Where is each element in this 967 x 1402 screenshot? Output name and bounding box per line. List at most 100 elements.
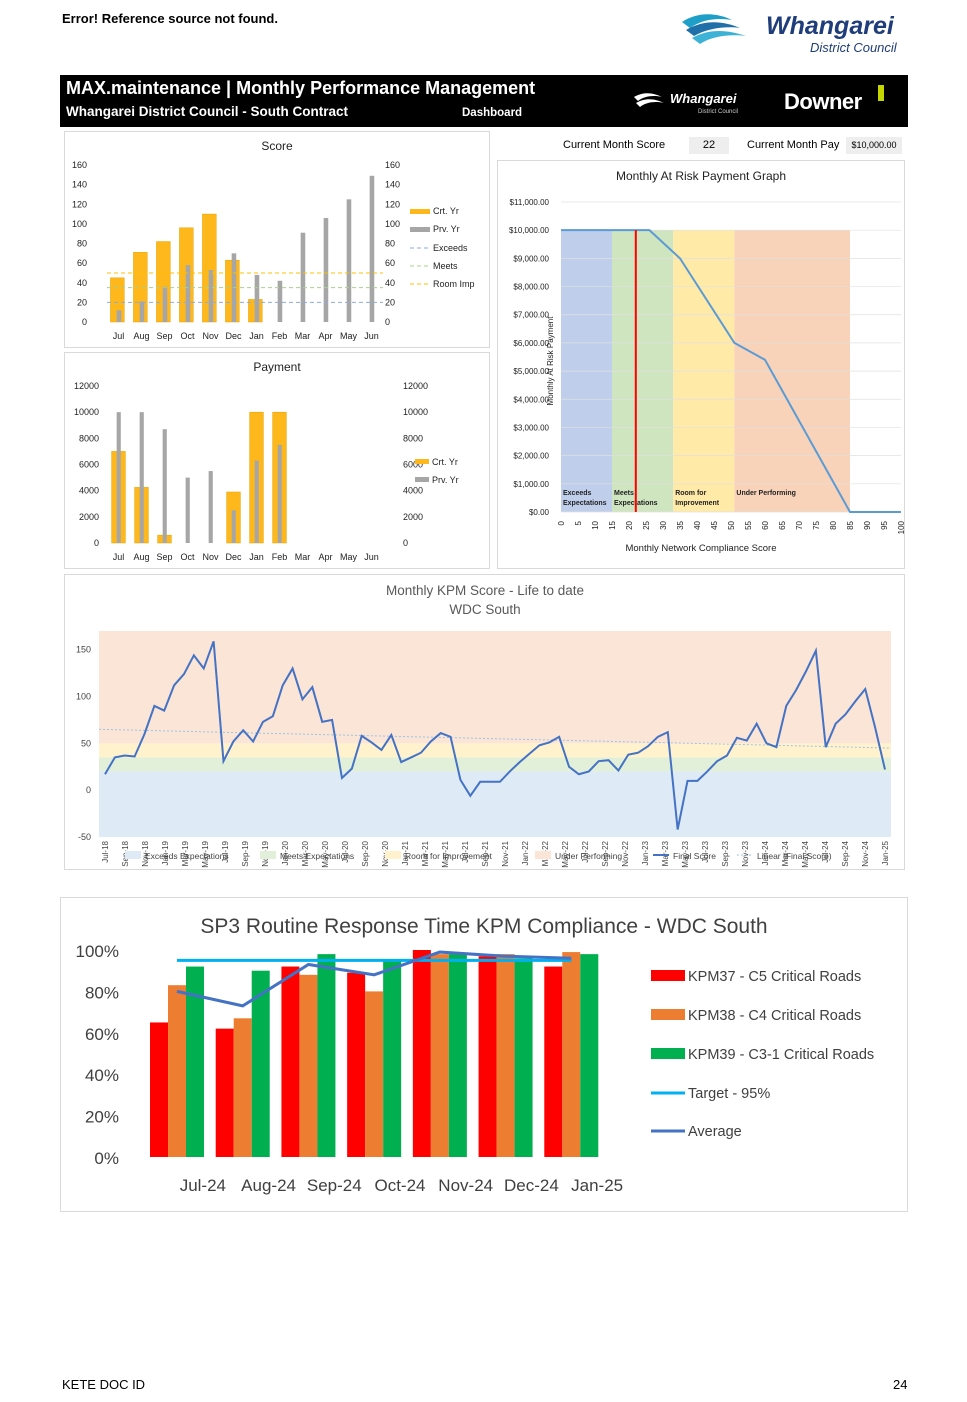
kpm-bar bbox=[514, 958, 533, 1157]
y-tick-label: -50 bbox=[78, 832, 91, 842]
average-line bbox=[176, 950, 572, 1008]
y2-tick-label: 100 bbox=[385, 219, 400, 229]
legend-swatch bbox=[651, 1048, 685, 1059]
council-logo: Whangarei District Council bbox=[680, 6, 920, 58]
y2-tick-label: 140 bbox=[385, 180, 400, 190]
x-tick-label: Nov bbox=[202, 331, 219, 341]
x-tick-label: May bbox=[340, 331, 358, 341]
x-tick-label: Dec bbox=[225, 331, 242, 341]
x-tick-label: Jul-24 bbox=[180, 1176, 226, 1195]
performance-band bbox=[99, 743, 891, 758]
x-tick-label: 10 bbox=[591, 520, 600, 529]
y-tick-label: $3,000.00 bbox=[513, 423, 549, 432]
chart-title: Payment bbox=[253, 360, 301, 374]
x-tick-label: 5 bbox=[574, 520, 583, 525]
y2-tick-label: 80 bbox=[385, 239, 395, 249]
x-tick-label: Dec-24 bbox=[504, 1176, 559, 1195]
y2-tick-label: 20 bbox=[385, 297, 395, 307]
zone-label: Improvement bbox=[675, 500, 720, 507]
x-tick-label: May-23 bbox=[681, 840, 690, 867]
x-tick-label: Jul-23 bbox=[701, 840, 710, 862]
x-tick-label: 55 bbox=[744, 520, 753, 529]
bar-previous-year bbox=[185, 265, 191, 322]
x-tick-label: 50 bbox=[727, 520, 736, 529]
x-tick-label: May-22 bbox=[561, 840, 570, 867]
y-tick-label: 160 bbox=[72, 160, 87, 170]
x-tick-label: May-20 bbox=[321, 840, 330, 867]
legend-swatch bbox=[415, 477, 429, 482]
x-tick-label: Sep-21 bbox=[481, 840, 490, 866]
kpm-bar bbox=[186, 966, 204, 1157]
payment-chart: Payment 0 0 2000 2000 4000 4000 6000 6000 8000 800… bbox=[74, 360, 459, 562]
y-tick-label: 20% bbox=[85, 1108, 119, 1127]
zone-label: Under Performing bbox=[736, 490, 796, 497]
x-tick-label: Jul-19 bbox=[221, 840, 230, 862]
x-tick-label: 65 bbox=[778, 520, 787, 529]
x-tick-label: Jan-21 bbox=[401, 840, 410, 865]
kpm-bar bbox=[233, 1018, 252, 1157]
y-tick-label: $9,000.00 bbox=[513, 254, 549, 263]
kpm-bar bbox=[317, 954, 336, 1157]
bar-previous-year bbox=[254, 274, 260, 322]
kpm-bar bbox=[562, 952, 581, 1157]
x-tick-label: Sep bbox=[156, 331, 172, 341]
x-tick-label: Jan-23 bbox=[641, 840, 650, 865]
x-tick-label: 25 bbox=[642, 520, 651, 529]
bar-previous-year bbox=[231, 510, 236, 543]
kpm-bar bbox=[365, 991, 384, 1157]
sp3-compliance-panel: SP3 Routine Response Time KPM Compliance… bbox=[60, 897, 908, 1212]
x-tick-label: Sep-24 bbox=[841, 840, 850, 866]
x-tick-label: Jun bbox=[364, 331, 379, 341]
y-tick-label: 10000 bbox=[74, 407, 99, 417]
legend-label: Crt. Yr bbox=[433, 206, 459, 216]
error-reference-text: Error! Reference source not found. bbox=[62, 11, 278, 26]
bar-previous-year bbox=[254, 460, 259, 543]
x-tick-label: Oct bbox=[180, 552, 195, 562]
bar-previous-year bbox=[185, 477, 190, 543]
banner-title: MAX.maintenance | Monthly Performance Ma… bbox=[66, 78, 536, 98]
x-tick-label: Jan-25 bbox=[571, 1176, 623, 1195]
kpm-bar bbox=[251, 970, 270, 1157]
y-tick-label: 120 bbox=[72, 199, 87, 209]
y-tick-label: 0 bbox=[86, 785, 91, 795]
dashboard-banner: MAX.maintenance | Monthly Performance Ma… bbox=[60, 75, 908, 127]
x-tick-label: Mar-24 bbox=[781, 840, 790, 866]
y-tick-label: 20 bbox=[77, 297, 87, 307]
y-tick-label: 40% bbox=[85, 1066, 119, 1085]
y-tick-label: 100% bbox=[76, 942, 119, 961]
y2-tick-label: 40 bbox=[385, 278, 395, 288]
y2-tick-label: 10000 bbox=[403, 407, 428, 417]
legend-swatch bbox=[410, 227, 430, 232]
performance-band bbox=[99, 631, 891, 744]
y-tick-label: $8,000.00 bbox=[513, 283, 549, 292]
x-tick-label: 60 bbox=[761, 520, 770, 529]
x-tick-label: Aug bbox=[133, 552, 149, 562]
x-tick-label: Jan-22 bbox=[521, 840, 530, 865]
y2-tick-label: 6000 bbox=[403, 460, 423, 470]
chart-title: Score bbox=[261, 139, 293, 153]
bar-previous-year bbox=[208, 269, 214, 322]
performance-band bbox=[99, 757, 891, 772]
legend-swatch bbox=[651, 970, 685, 981]
x-tick-label: Nov-23 bbox=[741, 840, 750, 866]
kpm-bar bbox=[430, 954, 449, 1157]
legend-label: Under Performing bbox=[555, 851, 622, 861]
legend-label: Prv. Yr bbox=[432, 475, 459, 485]
at-risk-payment-chart: Monthly At Risk Payment Graph Exceeds Expe… bbox=[509, 169, 906, 554]
y-tick-label: 4000 bbox=[79, 486, 99, 496]
x-tick-label: Mar-20 bbox=[301, 840, 310, 866]
y-tick-label: $11,000.00 bbox=[510, 198, 550, 207]
legend-label: Exceeds bbox=[433, 243, 468, 253]
at-risk-payment-panel: Monthly At Risk Payment Graph Exceeds Expe… bbox=[497, 160, 906, 569]
x-tick-label: Sep bbox=[156, 552, 172, 562]
bar-previous-year bbox=[162, 429, 167, 543]
x-tick-label: Mar-19 bbox=[181, 840, 190, 866]
bar-previous-year bbox=[139, 301, 145, 322]
x-tick-label: Nov bbox=[202, 552, 219, 562]
legend-label: KPM37 - C5 Critical Roads bbox=[688, 969, 861, 985]
legend-swatch bbox=[415, 459, 429, 464]
logo-text: Whangarei bbox=[766, 12, 895, 40]
legend-label: Average bbox=[688, 1124, 742, 1140]
y-tick-label: $5,000.00 bbox=[513, 367, 549, 376]
y-tick-label: 50 bbox=[81, 738, 91, 748]
